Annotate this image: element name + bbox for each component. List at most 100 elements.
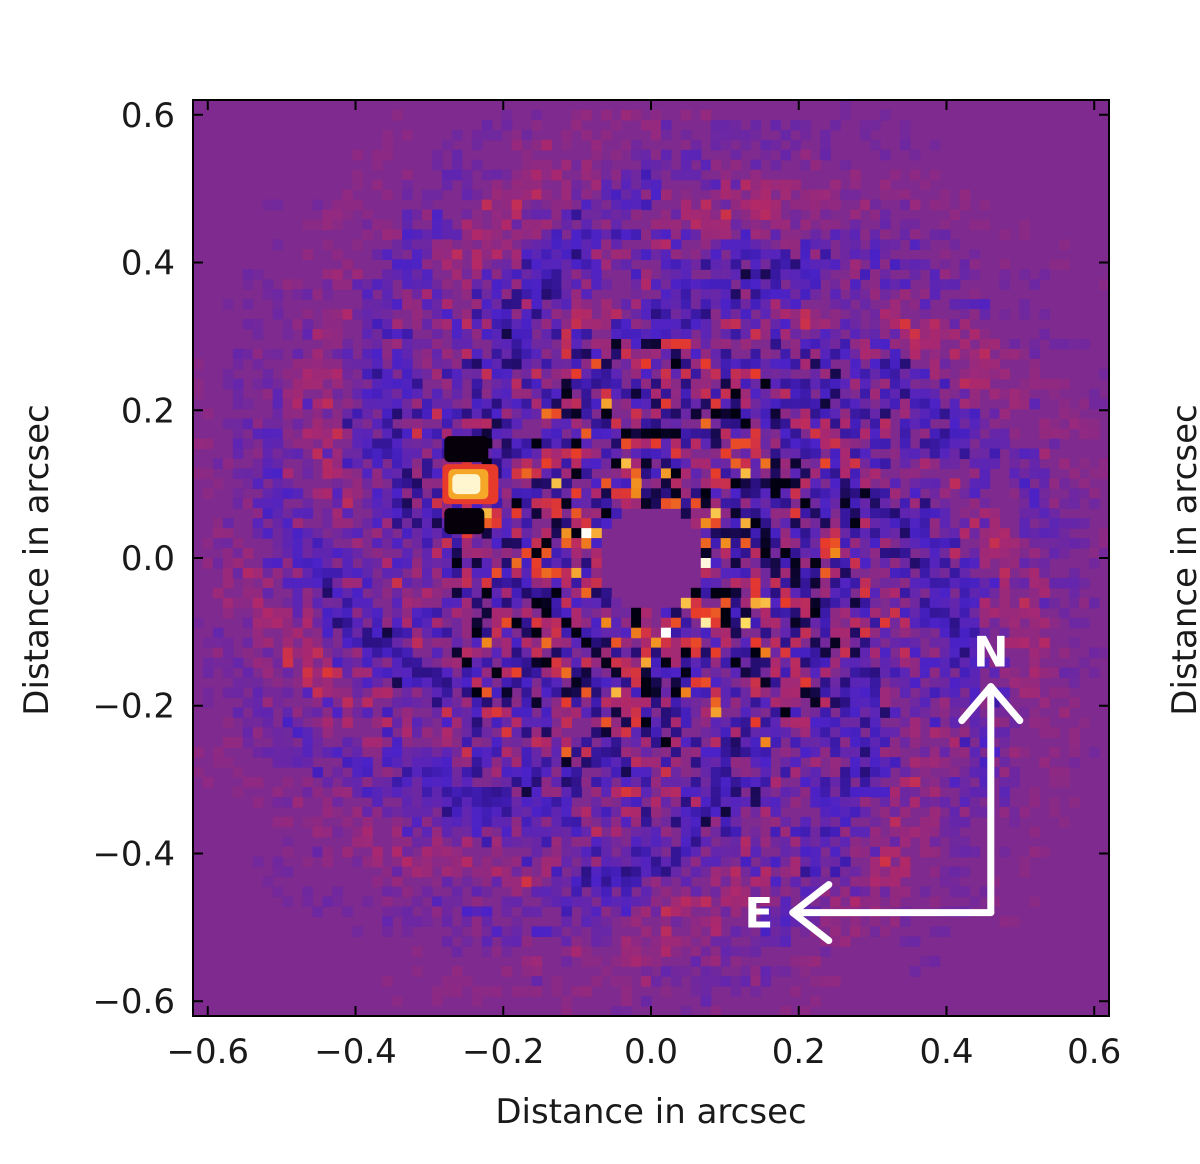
heatmap-cell <box>770 677 782 689</box>
heatmap-cell <box>571 836 582 848</box>
heatmap-cell <box>412 309 423 320</box>
heatmap-cell <box>302 368 314 380</box>
heatmap-cell <box>611 667 622 679</box>
heatmap-cell <box>641 727 652 738</box>
heatmap-cell <box>611 896 622 908</box>
heatmap-cell <box>889 677 901 689</box>
heatmap-cell <box>909 727 921 738</box>
heatmap-cell <box>959 269 971 280</box>
heatmap-cell <box>461 209 473 221</box>
heatmap-cell <box>700 498 712 509</box>
heatmap-cell <box>760 398 772 410</box>
heatmap-cell <box>322 856 333 868</box>
heatmap-cell <box>511 408 523 420</box>
heatmap-cell <box>670 697 682 708</box>
heatmap-cell <box>591 707 602 718</box>
heatmap-cell <box>591 617 602 629</box>
heatmap-cell <box>282 577 294 589</box>
heatmap-cell <box>979 508 991 519</box>
heatmap-cell <box>461 727 473 738</box>
heatmap-cell <box>451 428 463 440</box>
heatmap-cell <box>382 488 393 499</box>
heatmap-cell <box>860 448 871 460</box>
heatmap-cell <box>591 597 602 609</box>
heatmap-cell <box>670 767 682 778</box>
heatmap-cell <box>392 597 403 609</box>
heatmap-cell <box>670 219 682 231</box>
heatmap-cell <box>332 896 343 908</box>
heatmap-cell <box>591 358 602 370</box>
heatmap-cell <box>611 209 622 221</box>
heatmap-cell <box>780 249 791 260</box>
heatmap-cell <box>551 687 562 698</box>
heatmap-cell <box>581 348 592 360</box>
heatmap-cell <box>531 717 543 728</box>
heatmap-cell <box>919 687 931 698</box>
heatmap-cell <box>740 309 752 320</box>
heatmap-cell <box>511 567 523 579</box>
heatmap-cell <box>242 717 254 728</box>
heatmap-cell <box>362 757 373 768</box>
heatmap-cell <box>441 816 453 828</box>
heatmap-cell <box>850 438 861 450</box>
heatmap-cell <box>621 806 632 818</box>
heatmap-cell <box>441 219 453 231</box>
heatmap-cell <box>312 707 324 718</box>
heatmap-cell <box>571 946 582 957</box>
heatmap-cell <box>1059 478 1070 489</box>
heatmap-cell <box>302 378 314 390</box>
heatmap-cell <box>631 717 642 728</box>
heatmap-cell <box>541 398 553 410</box>
heatmap-cell <box>242 637 254 649</box>
heatmap-cell <box>750 647 762 659</box>
heatmap-cell <box>700 378 712 390</box>
heatmap-cell <box>431 707 443 718</box>
heatmap-cell <box>422 438 433 450</box>
heatmap-cell <box>720 269 732 280</box>
heatmap-cell <box>332 269 343 280</box>
heatmap-cell <box>850 886 861 898</box>
heatmap-cell <box>352 239 363 250</box>
heatmap-cell <box>820 687 831 698</box>
heatmap-cell <box>431 986 443 997</box>
heatmap-cell <box>441 976 453 987</box>
heatmap-cell <box>770 637 782 649</box>
heatmap-cell <box>481 249 493 260</box>
heatmap-cell <box>461 567 473 579</box>
heatmap-cell <box>949 747 961 758</box>
heatmap-cell <box>451 259 463 270</box>
heatmap-cell <box>541 896 553 908</box>
heatmap-cell <box>850 528 861 539</box>
heatmap-cell <box>720 687 732 698</box>
heatmap-cell <box>760 796 772 808</box>
heatmap-cell <box>999 558 1011 569</box>
heatmap-cell <box>820 269 831 280</box>
heatmap-cell <box>760 518 772 529</box>
heatmap-cell <box>392 299 403 310</box>
heatmap-cell <box>521 727 533 738</box>
heatmap-cell <box>740 319 752 330</box>
heatmap-cell <box>889 667 901 679</box>
heatmap-cell <box>481 319 493 330</box>
heatmap-cell <box>720 518 732 529</box>
heatmap-cell <box>501 697 513 708</box>
heatmap-cell <box>899 388 911 400</box>
heatmap-cell <box>750 428 762 440</box>
heatmap-cell <box>551 478 562 489</box>
heatmap-cell <box>521 956 533 967</box>
heatmap-cell <box>780 607 791 619</box>
heatmap-cell <box>531 587 543 599</box>
heatmap-cell <box>382 408 393 420</box>
heatmap-cell <box>870 368 881 380</box>
heatmap-cell <box>919 697 931 708</box>
heatmap-cell <box>541 538 553 549</box>
heatmap-cell <box>541 368 553 380</box>
heatmap-cell <box>750 707 762 718</box>
heatmap-cell <box>382 219 393 231</box>
heatmap-cell <box>760 747 772 758</box>
heatmap-cell <box>680 617 692 629</box>
heatmap-cell <box>760 508 772 519</box>
heatmap-cell <box>700 707 712 718</box>
heatmap-cell <box>740 836 752 848</box>
heatmap-cell <box>830 528 841 539</box>
